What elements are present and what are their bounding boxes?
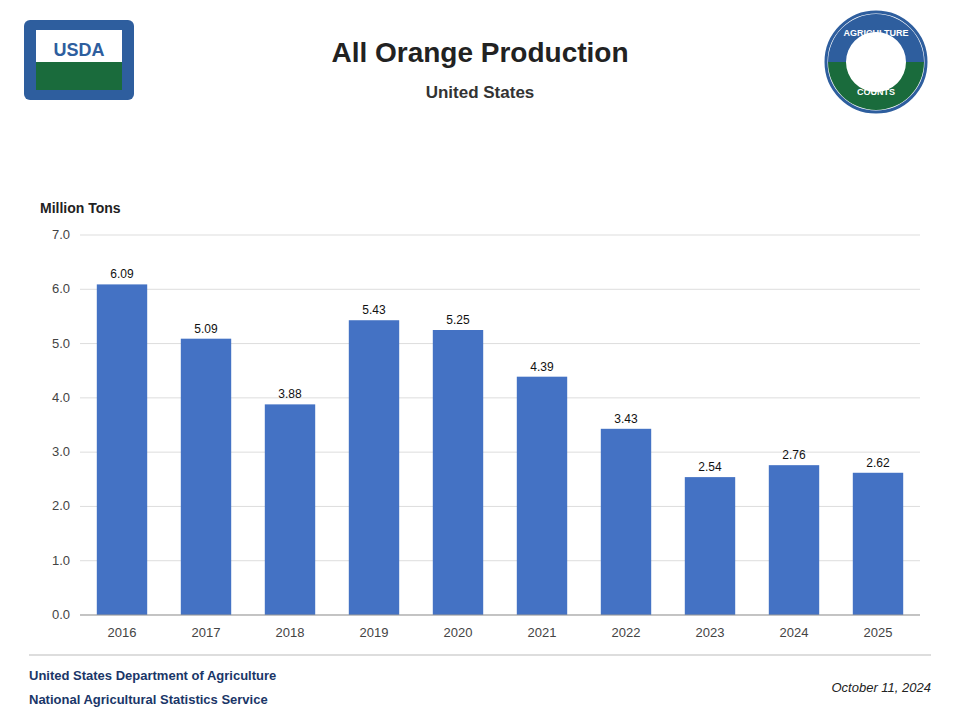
grid-line bbox=[80, 615, 920, 616]
grid-line bbox=[80, 235, 920, 236]
data-label: 6.09 bbox=[110, 267, 134, 281]
bar bbox=[181, 339, 231, 615]
bar bbox=[601, 429, 651, 615]
tick-label: 2025 bbox=[864, 625, 893, 640]
data-label: 5.09 bbox=[194, 322, 218, 336]
bars bbox=[97, 284, 903, 615]
x-axis-line bbox=[80, 615, 920, 616]
bar bbox=[517, 377, 567, 615]
data-label: 4.39 bbox=[530, 360, 554, 374]
tick-label: 2017 bbox=[192, 625, 221, 640]
logo-left: USDA bbox=[24, 20, 134, 100]
tick-label: 2021 bbox=[528, 625, 557, 640]
axis-label: Million Tons bbox=[40, 200, 121, 216]
grid bbox=[80, 235, 920, 615]
data-label: 5.43 bbox=[362, 303, 386, 317]
grid-line bbox=[80, 289, 920, 290]
tick-label: 5.0 bbox=[52, 336, 70, 351]
data-label: 2.62 bbox=[866, 456, 890, 470]
tick-label: 2023 bbox=[696, 625, 725, 640]
bar bbox=[769, 465, 819, 615]
bar bbox=[433, 330, 483, 615]
chart-subtitle: United States bbox=[426, 83, 535, 102]
data-label: 2.76 bbox=[782, 448, 806, 462]
logo-shape bbox=[24, 20, 134, 100]
tick-label: 7.0 bbox=[52, 227, 70, 242]
tick-label: 3.0 bbox=[52, 444, 70, 459]
data-label: 2.54 bbox=[698, 460, 722, 474]
chart-title: All Orange Production bbox=[331, 37, 628, 68]
bar bbox=[853, 473, 903, 615]
logo-shape bbox=[828, 14, 924, 62]
footer-rule bbox=[29, 655, 931, 656]
data-label: 5.25 bbox=[446, 313, 470, 327]
tick-label: 2020 bbox=[444, 625, 473, 640]
tick-label: 6.0 bbox=[52, 281, 70, 296]
bar bbox=[265, 404, 315, 615]
logo-right: AGRICULTURE COUNTS bbox=[826, 12, 926, 112]
logo-shape bbox=[36, 62, 122, 90]
tick-label: 0.0 bbox=[52, 607, 70, 622]
tick-label: 1.0 bbox=[52, 553, 70, 568]
tick-label: 2019 bbox=[360, 625, 389, 640]
logo-shape bbox=[36, 30, 122, 90]
chart-canvas: All Orange Production United States Millio… bbox=[0, 0, 960, 720]
tick-label: 4.0 bbox=[52, 390, 70, 405]
bar bbox=[97, 284, 147, 615]
data-label: 3.88 bbox=[278, 387, 302, 401]
logo-text: COUNTS bbox=[857, 87, 895, 97]
tick-label: 2024 bbox=[780, 625, 809, 640]
footer-text: United States Department of Agriculture bbox=[29, 668, 276, 683]
logo-shape bbox=[826, 12, 926, 112]
logo-text: USDA bbox=[53, 40, 104, 60]
bar bbox=[349, 320, 399, 615]
data-label: 3.43 bbox=[614, 412, 638, 426]
tick-label: 2.0 bbox=[52, 498, 70, 513]
logo-shape bbox=[828, 62, 924, 110]
tick-label: 2018 bbox=[276, 625, 305, 640]
tick-label: 2022 bbox=[612, 625, 641, 640]
footer-date: October 11, 2024 bbox=[832, 680, 932, 695]
logo-text: AGRICULTURE bbox=[844, 28, 909, 38]
tick-label: 2016 bbox=[108, 625, 137, 640]
bar bbox=[685, 477, 735, 615]
footer-text: National Agricultural Statistics Service bbox=[29, 692, 268, 707]
